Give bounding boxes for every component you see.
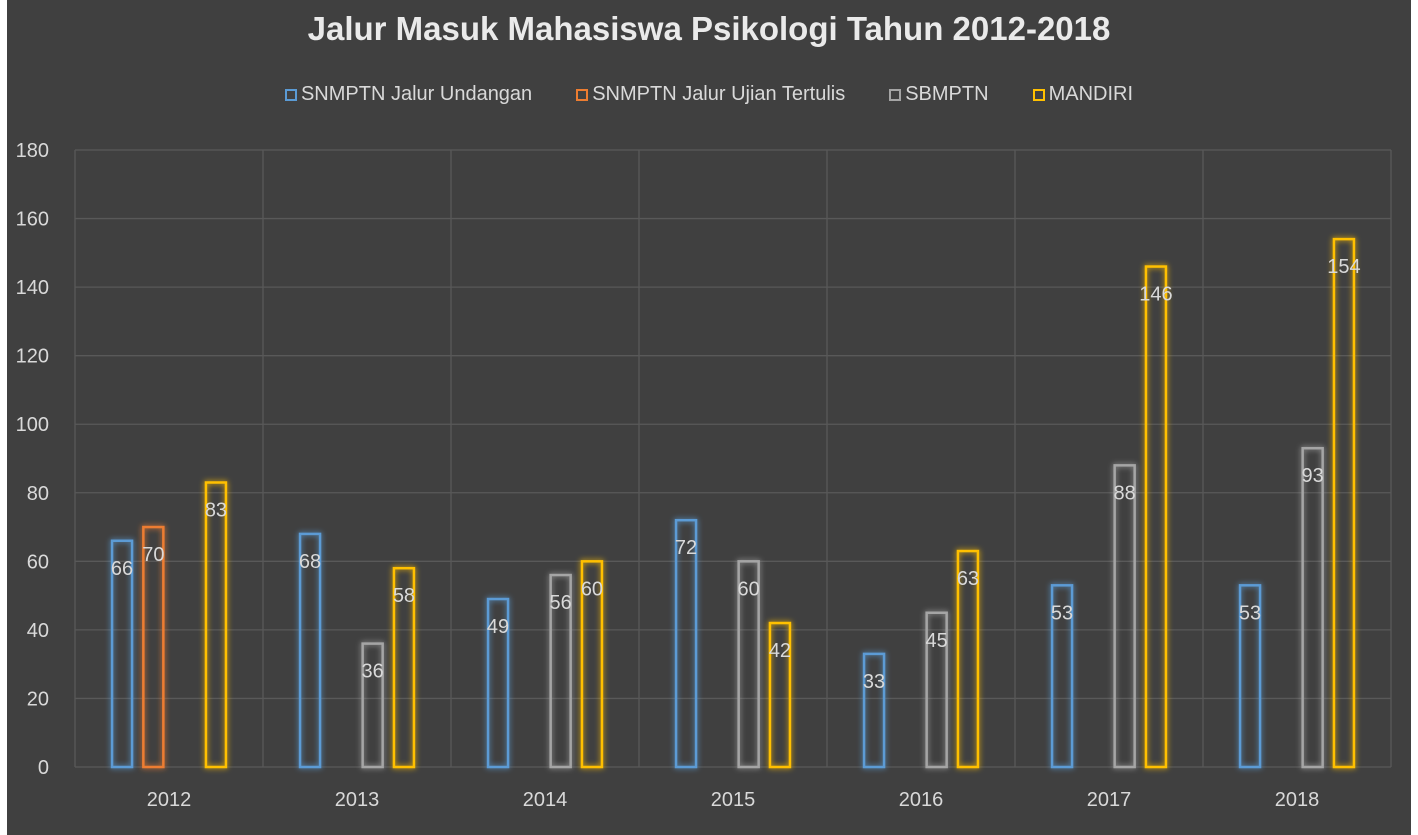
data-label: 93 — [1302, 465, 1324, 487]
data-label: 33 — [863, 671, 885, 693]
bar — [768, 621, 792, 769]
legend-item: SNMPTN Jalur Ujian Tertulis — [576, 83, 845, 106]
data-labels: 66 70 83 68 36 58 49 56 60 72 60 42 33 45 63 53 88 146 53 9… — [111, 256, 1361, 693]
bar — [1050, 584, 1074, 769]
bar — [862, 652, 886, 769]
legend-swatch — [576, 88, 589, 101]
bar — [1113, 464, 1136, 769]
x-tick-label: 2015 — [711, 789, 756, 811]
legend-label: MANDIRI — [1048, 83, 1134, 105]
chart-title: Jalur Masuk Mahasiswa Psikologi Tahun 20… — [307, 10, 1111, 47]
data-label: 66 — [111, 558, 133, 580]
y-tick-label: 160 — [16, 209, 49, 231]
legend: SNMPTN Jalur Undangan SNMPTN Jalur Ujian … — [7, 83, 1411, 106]
bar — [142, 525, 165, 769]
data-label: 88 — [1114, 482, 1136, 504]
x-tick-label: 2013 — [335, 789, 380, 811]
data-label: 72 — [675, 537, 697, 559]
y-tick-label: 120 — [16, 346, 49, 368]
data-label: 45 — [926, 630, 948, 652]
data-label: 60 — [738, 578, 760, 600]
legend-swatch — [889, 88, 902, 101]
data-label: 70 — [142, 544, 164, 566]
data-label: 154 — [1327, 256, 1360, 278]
x-tick-label: 2017 — [1087, 789, 1132, 811]
y-tick-label: 0 — [38, 757, 49, 779]
bar — [925, 611, 948, 769]
bar — [580, 560, 604, 769]
legend-item: SNMPTN Jalur Undangan — [284, 83, 533, 106]
bar — [392, 566, 416, 769]
x-tick-label: 2018 — [1275, 789, 1320, 811]
x-tick-label: 2016 — [899, 789, 944, 811]
bar — [956, 549, 980, 769]
y-tick-label: 140 — [16, 277, 49, 299]
legend-label: SBMPTN — [905, 83, 989, 105]
data-label: 53 — [1239, 602, 1261, 624]
bar — [1301, 446, 1324, 769]
data-label: 83 — [205, 499, 227, 521]
bar — [361, 642, 384, 769]
y-tick-label: 40 — [27, 620, 49, 642]
bar — [204, 481, 228, 769]
legend-item: MANDIRI — [1032, 83, 1134, 106]
bar — [549, 573, 572, 769]
bar — [486, 597, 510, 769]
bar — [110, 539, 134, 769]
bars — [110, 237, 1356, 769]
data-label: 63 — [957, 568, 979, 590]
bar — [1332, 237, 1356, 769]
y-tick-label: 20 — [27, 688, 49, 710]
bar — [1144, 265, 1168, 769]
legend-item: SBMPTN — [889, 83, 989, 106]
gridlines — [74, 149, 1392, 768]
y-tick-label: 80 — [27, 483, 49, 505]
legend-label: SNMPTN Jalur Ujian Tertulis — [592, 83, 846, 105]
x-tick-label: 2014 — [523, 789, 568, 811]
x-tick-label: 2012 — [147, 789, 192, 811]
legend-swatch — [1032, 88, 1045, 101]
legend-swatch — [284, 88, 297, 101]
data-label: 42 — [769, 640, 791, 662]
chart-area: Jalur Masuk Mahasiswa Psikologi Tahun 20… — [7, 0, 1411, 835]
data-label: 56 — [550, 592, 572, 614]
data-label: 146 — [1139, 284, 1172, 306]
legend-label: SNMPTN Jalur Undangan — [300, 83, 533, 105]
data-label: 49 — [487, 616, 509, 638]
bar — [1238, 584, 1262, 769]
y-tick-label: 180 — [16, 140, 49, 162]
bar — [737, 560, 760, 769]
y-tick-label: 60 — [27, 551, 49, 573]
data-label: 68 — [299, 551, 321, 573]
y-tick-label: 100 — [16, 414, 49, 436]
bar — [298, 532, 322, 769]
data-label: 36 — [362, 661, 384, 683]
x-axis: 2012 2013 2014 2015 2016 2017 2018 — [147, 789, 1320, 811]
bar — [674, 518, 698, 769]
data-label: 53 — [1051, 602, 1073, 624]
y-axis: 0 20 40 60 80 100 120 140 160 180 — [16, 140, 49, 779]
data-label: 58 — [393, 585, 415, 607]
data-label: 60 — [581, 578, 603, 600]
